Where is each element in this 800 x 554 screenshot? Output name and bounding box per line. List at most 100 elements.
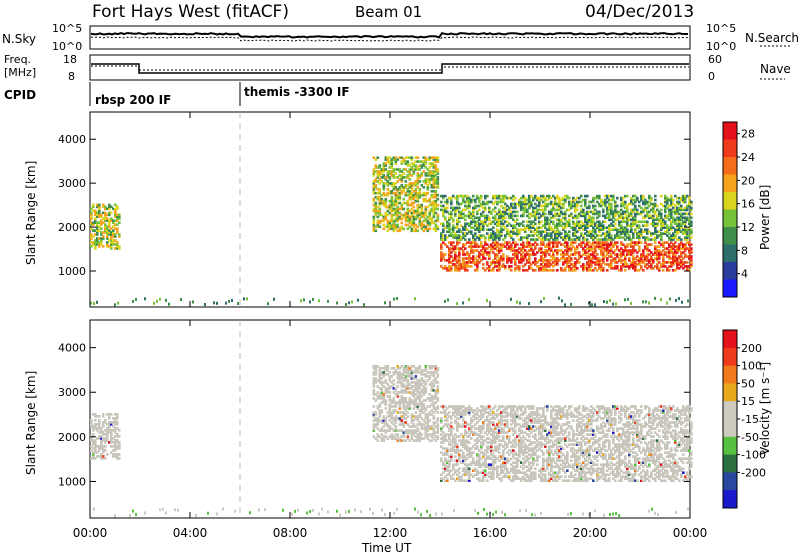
echo-cell bbox=[90, 223, 93, 226]
echo-cell bbox=[440, 477, 443, 480]
echo-cell bbox=[456, 222, 459, 226]
echo-cell bbox=[116, 435, 119, 438]
echo-cell bbox=[464, 473, 467, 476]
echo-cell bbox=[392, 387, 396, 390]
echo-cell bbox=[566, 222, 569, 226]
echo-cell bbox=[486, 445, 489, 448]
echo-cell bbox=[484, 457, 487, 460]
echo-cell bbox=[372, 389, 376, 392]
echo-cell bbox=[430, 387, 434, 390]
echo-cell bbox=[432, 385, 436, 388]
echo-cell bbox=[650, 255, 653, 258]
echo-cell bbox=[374, 205, 378, 209]
echo-cell bbox=[90, 213, 93, 217]
echo-cell bbox=[486, 437, 489, 440]
echo-cell bbox=[90, 233, 93, 236]
echo-cell bbox=[660, 243, 663, 246]
echo-cell bbox=[646, 267, 649, 270]
echo-cell bbox=[378, 369, 382, 372]
echo-cell bbox=[580, 200, 583, 204]
echo-cell bbox=[666, 255, 669, 258]
echo-cell bbox=[548, 249, 551, 252]
echo-cell bbox=[510, 210, 513, 214]
echo-cell bbox=[410, 393, 414, 396]
echo-cell bbox=[626, 224, 629, 227]
echo-cell bbox=[96, 241, 99, 244]
echo-cell bbox=[664, 216, 667, 220]
echo-cell bbox=[574, 198, 577, 202]
echo-cell bbox=[502, 228, 505, 231]
echo-cell bbox=[480, 463, 483, 466]
echo-cell bbox=[478, 409, 481, 412]
echo-cell bbox=[372, 397, 376, 400]
echo-cell bbox=[430, 170, 434, 173]
echo-cell bbox=[544, 212, 547, 216]
echo-cell bbox=[532, 230, 535, 233]
echo-cell bbox=[376, 223, 380, 227]
echo-cell bbox=[374, 423, 378, 426]
echo-cell bbox=[450, 439, 453, 442]
echo-cell bbox=[456, 200, 459, 204]
echo-cell bbox=[556, 249, 559, 252]
echo-cell bbox=[464, 238, 467, 241]
echo-cell bbox=[652, 202, 655, 206]
echo-cell bbox=[398, 429, 402, 432]
echo-cell bbox=[440, 419, 443, 422]
echo-cell bbox=[538, 208, 541, 212]
echo-cell bbox=[502, 216, 505, 220]
echo-cell bbox=[390, 227, 394, 231]
echo-cell bbox=[590, 210, 593, 214]
echo-cell bbox=[460, 210, 463, 214]
echo-cell bbox=[414, 215, 418, 219]
echo-cell bbox=[442, 441, 445, 444]
echo-cell bbox=[468, 455, 471, 458]
echo-cell bbox=[378, 178, 382, 181]
echo-cell bbox=[436, 213, 440, 217]
echo-cell bbox=[450, 427, 453, 430]
echo-cell bbox=[490, 220, 493, 224]
echo-cell bbox=[672, 251, 675, 254]
echo-cell bbox=[380, 421, 384, 424]
echo-cell bbox=[462, 245, 465, 248]
echo-cell bbox=[114, 421, 117, 424]
echo-cell bbox=[402, 421, 406, 424]
echo-cell bbox=[382, 393, 386, 396]
echo-cell bbox=[390, 170, 394, 173]
echo-cell bbox=[94, 241, 97, 244]
echo-cell bbox=[456, 202, 459, 206]
echo-cell bbox=[448, 433, 451, 436]
echo-cell bbox=[620, 253, 623, 256]
echo-cell bbox=[544, 245, 547, 248]
echo-cell bbox=[424, 193, 428, 197]
echo-cell bbox=[646, 210, 649, 214]
echo-cell bbox=[114, 455, 117, 458]
echo-cell bbox=[372, 435, 376, 438]
echo-cell bbox=[372, 225, 376, 229]
echo-cell bbox=[620, 226, 623, 229]
echo-cell bbox=[624, 245, 627, 248]
echo-cell bbox=[114, 431, 117, 434]
echo-cell bbox=[664, 253, 667, 256]
echo-cell bbox=[106, 429, 109, 432]
echo-cell bbox=[434, 389, 438, 392]
echo-cell bbox=[98, 209, 101, 213]
echo-cell bbox=[428, 209, 432, 213]
echo-cell bbox=[564, 261, 567, 264]
echo-cell bbox=[476, 455, 479, 458]
echo-cell bbox=[540, 194, 543, 198]
echo-cell bbox=[592, 243, 595, 246]
echo-cell bbox=[592, 253, 595, 256]
echo-cell bbox=[474, 423, 477, 426]
echo-cell bbox=[376, 405, 380, 408]
echo-cell bbox=[504, 202, 507, 206]
echo-cell bbox=[582, 222, 585, 226]
echo-cell bbox=[404, 405, 408, 408]
echo-cell bbox=[680, 218, 683, 222]
echo-cell bbox=[106, 219, 109, 222]
echo-cell bbox=[568, 255, 571, 258]
echo-cell bbox=[614, 236, 617, 239]
echo-cell bbox=[376, 397, 380, 400]
echo-cell bbox=[92, 221, 95, 224]
echo-cell bbox=[524, 198, 527, 202]
echo-cell bbox=[674, 236, 677, 239]
